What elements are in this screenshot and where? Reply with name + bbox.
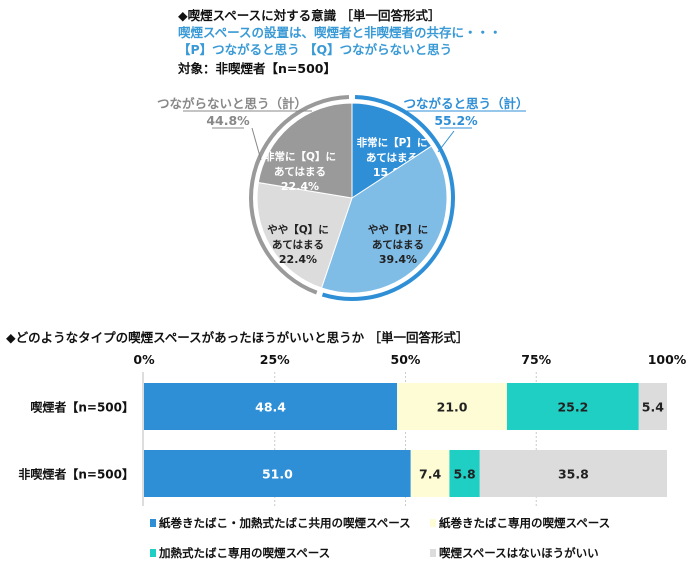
x-tick-label: 25% (260, 352, 290, 367)
pie-group-label: つながると思う（計） (403, 96, 528, 111)
bar-value-label: 25.2 (557, 400, 588, 415)
bar-segment (638, 383, 667, 430)
pie-subtitle-2: 【P】つながると思う 【Q】つながらないと思う (178, 42, 453, 57)
pie-slice-label: あてはまる (272, 238, 324, 251)
bar-value-label: 21.0 (437, 400, 468, 415)
legend-label: 喫煙スペースはないほうがいい (439, 546, 599, 560)
legend-label: 紙巻きたばこ専用の喫煙スペース (439, 516, 610, 530)
pie-slice-label: 非常に【Q】に (264, 150, 336, 163)
legend-label: 加熱式たばこ専用の喫煙スペース (158, 546, 330, 560)
pie-slice-label: あてはまる (274, 165, 326, 178)
bar-value-label: 51.0 (262, 467, 293, 482)
pie-slice-label: あてはまる (366, 151, 418, 164)
pie-subtitle-1: 喫煙スペースの設置は、喫煙者と非喫煙者の共存に・・・ (178, 25, 502, 40)
bar-value-label: 5.8 (454, 467, 476, 482)
pie-slice (351, 102, 433, 199)
bar-segment (410, 450, 450, 497)
pie-group-ring (249, 95, 350, 295)
bar-segment (397, 383, 507, 430)
legend-label: 紙巻きたばこ・加熱式たばこ共用の喫煙スペース (159, 516, 411, 530)
bar-segment (506, 383, 639, 430)
pie-slice-value: 22.4% (281, 180, 319, 193)
bar-segment (144, 383, 398, 430)
pie-slice-label: やや【Q】に (267, 223, 328, 236)
legend-swatch (430, 549, 436, 557)
bar-segment (449, 450, 480, 497)
pie-slice (256, 181, 353, 289)
pie-slice (320, 145, 448, 294)
pie-group-value: 44.8% (206, 113, 250, 128)
pie-target: 対象：非喫煙者【n=500】 (178, 61, 336, 76)
category-label: 非喫煙者【n=500】 (18, 467, 134, 482)
bar-segment (479, 450, 667, 497)
pie-slice (257, 102, 353, 199)
bar-title: ◆どのようなタイプの喫煙スペースがあったほうがいいと思うか ［単一回答形式］ (6, 330, 469, 345)
x-tick-label: 100% (648, 352, 687, 367)
bar-segment (144, 450, 411, 497)
pie-slice-label: 非常に【P】に (357, 136, 428, 149)
pie-slice-value: 22.4% (279, 253, 317, 266)
bar-value-label: 7.4 (419, 467, 441, 482)
pie-slice-label: やや【P】に (368, 223, 428, 236)
x-tick-label: 75% (521, 352, 551, 367)
legend-swatch (430, 519, 436, 527)
bar-value-label: 35.8 (558, 467, 589, 482)
x-tick-label: 0% (133, 352, 155, 367)
leader-line (251, 127, 262, 161)
pie-group-ring (321, 95, 455, 301)
pie-slice-value: 39.4% (379, 253, 417, 266)
x-tick-label: 50% (391, 352, 421, 367)
category-label: 喫煙者【n=500】 (30, 400, 134, 415)
legend-swatch (150, 519, 156, 527)
pie-slice-label: あてはまる (372, 238, 424, 251)
bar-value-label: 5.4 (642, 400, 664, 415)
pie-group-value: 55.2% (434, 113, 478, 128)
legend-swatch (150, 549, 156, 557)
bar-value-label: 48.4 (255, 400, 286, 415)
pie-group-label: つながらないと思う（計） (157, 96, 307, 111)
leader-line (437, 130, 455, 153)
pie-title: ◆喫煙スペースに対する意識 ［単一回答形式］ (178, 8, 441, 23)
